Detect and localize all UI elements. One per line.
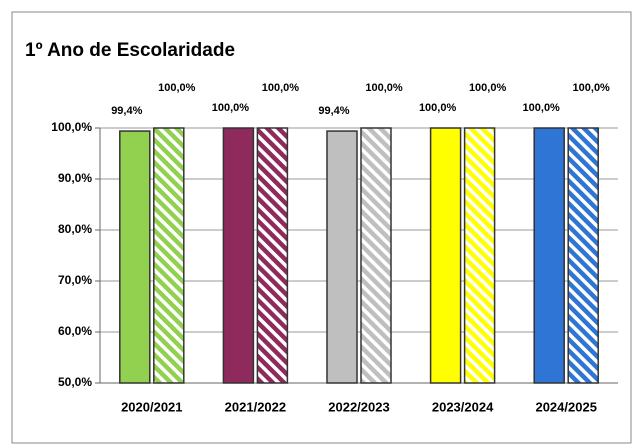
value-label: 100,0% (158, 82, 196, 94)
value-label: 100,0% (365, 82, 403, 94)
value-label: 100,0% (419, 102, 457, 114)
x-tick-label: 2022/2023 (328, 399, 389, 414)
value-label: 100,0% (262, 82, 300, 94)
y-tick-label: 50,0% (58, 375, 92, 389)
value-label: 99,4% (111, 105, 142, 117)
y-tick-label: 70,0% (58, 273, 92, 287)
x-tick-label: 2024/2025 (535, 399, 596, 414)
bar (429, 127, 462, 384)
value-label: 100,0% (523, 102, 561, 114)
chart-title: 1º Ano de Escolaridade (25, 40, 235, 61)
y-tick-label: 100,0% (51, 120, 92, 134)
bar (533, 127, 565, 384)
chart-frame (11, 11, 632, 444)
value-label: 100,0% (469, 82, 507, 94)
y-tick-label: 60,0% (58, 324, 92, 338)
bar (119, 130, 151, 384)
y-tick-label: 80,0% (58, 222, 92, 236)
y-tick-label: 90,0% (58, 171, 92, 185)
bar (463, 127, 496, 384)
bar (567, 127, 599, 384)
bar (153, 127, 185, 384)
bar (326, 130, 358, 384)
bar (360, 127, 392, 384)
value-label: 100,0% (573, 82, 611, 94)
value-label: 99,4% (318, 105, 349, 117)
bar (222, 127, 255, 384)
x-tick-label: 2020/2021 (121, 399, 182, 414)
value-label: 100,0% (212, 102, 250, 114)
bar (256, 127, 289, 384)
x-tick-label: 2023/2024 (432, 399, 494, 414)
x-tick-label: 2021/2022 (225, 399, 286, 414)
